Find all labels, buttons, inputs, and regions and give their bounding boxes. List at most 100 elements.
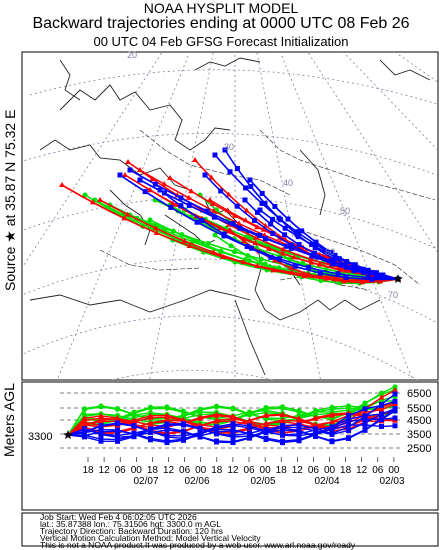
marker-triangle — [207, 197, 213, 202]
marker-square — [289, 242, 295, 248]
marker-square — [115, 437, 120, 443]
marker-square — [263, 435, 269, 441]
marker-triangle — [122, 172, 128, 177]
marker-triangle — [192, 157, 198, 162]
marker-square — [296, 437, 302, 443]
marker-triangle — [263, 422, 269, 428]
marker-square — [230, 421, 236, 427]
marker-square — [276, 215, 282, 221]
marker-triangle — [213, 412, 220, 418]
marker-triangle — [185, 194, 192, 200]
marker-square — [280, 432, 285, 438]
marker-circle — [362, 400, 368, 406]
marker-square — [221, 233, 227, 239]
marker-square — [181, 435, 186, 441]
border-segment — [99, 249, 201, 271]
trajectory-blue — [159, 189, 399, 281]
marker-square — [204, 208, 210, 214]
marker-square — [82, 426, 87, 432]
marker-square — [230, 434, 236, 440]
marker-square — [392, 398, 398, 404]
marker-triangle — [243, 207, 250, 213]
marker-square — [263, 429, 269, 435]
info-direction: Trajectory Direction: Backward Duration:… — [40, 526, 223, 536]
y-tick-label: 4500 — [407, 415, 431, 427]
latitude-line-70 — [29, 69, 438, 105]
marker-triangle — [98, 415, 104, 421]
marker-triangle — [181, 237, 188, 243]
marker-square — [148, 429, 153, 435]
marker-square — [313, 239, 319, 245]
marker-square — [296, 242, 302, 248]
source-location-label: Source ★ at 35.87 N 75.32 E — [2, 109, 18, 291]
marker-square — [98, 429, 104, 435]
marker-triangle — [270, 267, 277, 273]
star-icon — [63, 430, 73, 439]
marker-square — [181, 421, 186, 427]
marker-square — [247, 430, 252, 436]
coastlines — [29, 57, 431, 376]
marker-square — [362, 422, 368, 428]
graticule-label: 50 — [340, 206, 350, 216]
marker-square — [268, 221, 274, 227]
marker-triangle — [242, 217, 249, 223]
hour-tick-label: 00 — [131, 465, 143, 476]
marker-square — [127, 167, 133, 173]
hour-tick-label: 00 — [195, 465, 207, 476]
marker-triangle — [279, 412, 286, 418]
marker-triangle — [186, 242, 193, 248]
graticule-label: 20 — [127, 50, 137, 60]
marker-triangle — [97, 197, 103, 202]
marker-triangle — [125, 159, 131, 164]
info-box — [21, 512, 439, 547]
marker-triangle — [210, 249, 217, 255]
graticule-label: 30 — [224, 142, 234, 152]
marker-square — [295, 234, 301, 240]
marker-triangle — [362, 409, 368, 415]
marker-square — [117, 172, 123, 178]
marker-triangle — [149, 176, 156, 182]
marker-square — [362, 416, 368, 422]
marker-square — [362, 427, 368, 433]
marker-square — [202, 172, 208, 178]
marker-square — [115, 420, 120, 426]
marker-square — [296, 428, 302, 434]
marker-triangle — [231, 212, 238, 218]
marker-triangle — [81, 422, 88, 428]
marker-square — [243, 185, 249, 191]
marker-triangle — [114, 416, 121, 422]
marker-square — [234, 166, 240, 172]
info-disclaimer: This is not a NOAA product.It was produc… — [40, 540, 356, 550]
marker-square — [137, 177, 143, 183]
marker-square — [115, 428, 120, 434]
marker-square — [392, 423, 398, 429]
marker-triangle — [230, 415, 236, 421]
marker-square — [346, 413, 351, 419]
graticule-label: 70 — [388, 290, 398, 300]
coastline-segment — [109, 189, 151, 246]
marker-circle — [245, 253, 251, 259]
hour-tick-label: 18 — [276, 465, 288, 476]
hour-tick-label: 12 — [292, 465, 304, 476]
marker-triangle — [161, 181, 168, 187]
marker-square — [294, 229, 300, 235]
marker-square — [164, 434, 170, 440]
marker-circle — [148, 404, 153, 410]
date-tick-label: 02/06 — [184, 476, 209, 487]
marker-triangle — [153, 230, 160, 236]
title-main: Backward trajectories ending at 0000 UTC… — [32, 15, 410, 32]
marker-triangle — [208, 174, 215, 180]
marker-triangle — [188, 188, 195, 194]
marker-square — [269, 216, 275, 222]
marker-square — [242, 197, 248, 203]
marker-triangle — [164, 414, 170, 420]
meridian-line — [307, 52, 438, 254]
coastline-segment — [194, 57, 261, 71]
marker-circle — [214, 403, 219, 409]
marker-square — [248, 245, 254, 251]
marker-square — [181, 429, 186, 435]
marker-square — [186, 202, 192, 208]
marker-square — [178, 203, 184, 209]
marker-square — [380, 272, 386, 278]
